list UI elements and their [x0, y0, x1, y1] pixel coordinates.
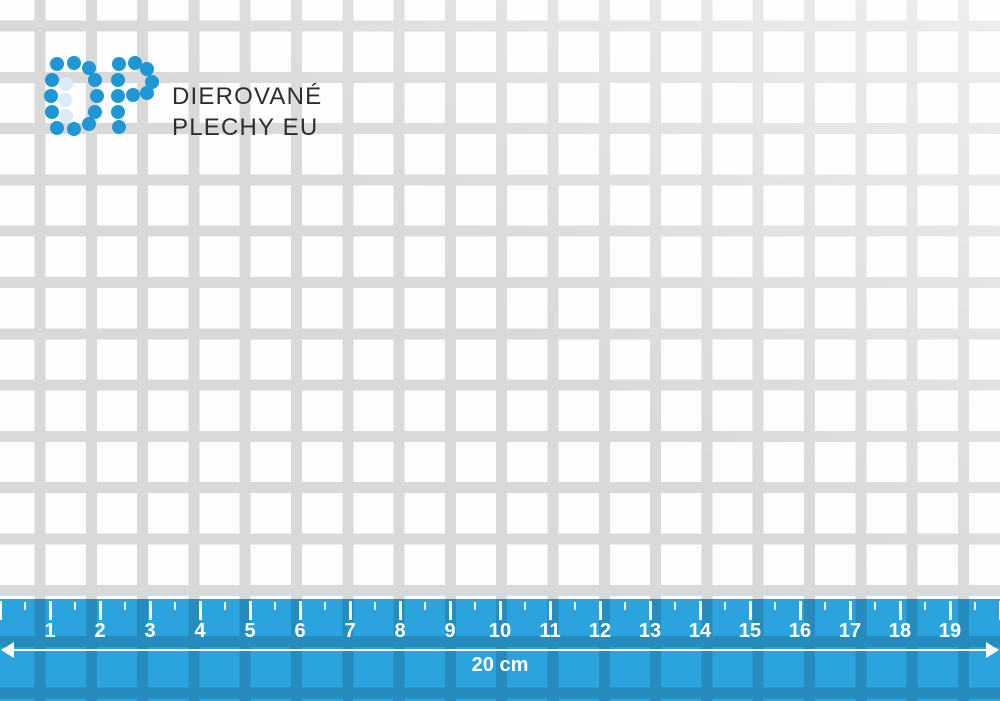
logo-dot [50, 121, 64, 135]
ruler-number: 12 [588, 620, 612, 642]
logo-dot [44, 89, 58, 103]
ruler-major-tick [598, 601, 602, 620]
ruler-number: 10 [488, 620, 512, 642]
ruler-minor-tick [524, 602, 526, 610]
ruler-major-tick [798, 601, 802, 620]
ruler-major-tick [548, 601, 552, 620]
ruler-minor-tick [424, 602, 426, 610]
ruler-minor-tick [324, 602, 326, 610]
ruler-minor-tick [374, 602, 376, 610]
ruler-minor-tick [224, 602, 226, 610]
logo-dot [126, 88, 140, 102]
ruler-major-tick [998, 601, 1000, 620]
ruler-major-tick [748, 601, 752, 620]
logo-dot [111, 89, 125, 103]
logo-dot [45, 73, 59, 87]
brand-name-line2: PLECHY EU [172, 114, 319, 141]
ruler-major-tick [398, 601, 402, 620]
ruler-number: 4 [194, 620, 206, 642]
ruler-major-tick [148, 601, 152, 620]
ruler-number: 6 [294, 620, 306, 642]
ruler-major-tick [0, 601, 2, 620]
ruler-major-tick [198, 601, 202, 620]
logo-dot [112, 57, 126, 71]
logo-dot [82, 61, 96, 75]
ruler-major-tick [448, 601, 452, 620]
ruler-number: 3 [144, 620, 156, 642]
ruler-major-tick [848, 601, 852, 620]
ruler-major-tick [298, 601, 302, 620]
ruler-major-tick [948, 601, 952, 620]
brand-logo: DIEROVANÉ PLECHY EU [0, 0, 400, 180]
ruler-number: 15 [738, 620, 762, 642]
ruler-minor-tick [824, 602, 826, 610]
ruler-number: 13 [638, 620, 662, 642]
ruler-major-tick [48, 601, 52, 620]
logo-ghost-dot [58, 93, 72, 107]
ruler-major-tick [648, 601, 652, 620]
ruler-minor-tick [724, 602, 726, 610]
total-width-label: 20 cm [471, 654, 529, 676]
brand-name-line1: DIEROVANÉ [172, 83, 323, 110]
ruler-minor-tick [924, 602, 926, 610]
logo-dot [140, 62, 154, 76]
logo-dot [90, 89, 104, 103]
logo-dot [111, 73, 125, 87]
ruler-minor-tick [24, 602, 26, 610]
ruler-major-tick [698, 601, 702, 620]
ruler-number: 16 [788, 620, 812, 642]
ruler-minor-tick [474, 602, 476, 610]
ruler-number: 9 [444, 620, 456, 642]
ruler-number: 19 [938, 620, 962, 642]
ruler-minor-tick [124, 602, 126, 610]
arrow-left-head-icon [1, 642, 14, 658]
arrow-right-head-icon [986, 642, 999, 658]
ruler-major-tick [98, 601, 102, 620]
ruler-number: 5 [244, 620, 256, 642]
ruler-minor-tick [674, 602, 676, 610]
brand-name: DIEROVANÉ PLECHY EU [172, 81, 322, 143]
ruler-number: 2 [94, 620, 106, 642]
logo-ghost-dot [59, 109, 73, 123]
logo-dot [112, 120, 126, 134]
ruler-minor-tick [574, 602, 576, 610]
ruler-minor-tick [174, 602, 176, 610]
ruler-number: 17 [838, 620, 862, 642]
ruler-minor-tick [74, 602, 76, 610]
ruler-minor-tick [774, 602, 776, 610]
logo-dot [67, 56, 81, 70]
logo-dot [140, 86, 154, 100]
measuring-ruler: 1 2 3 4 5 6 7 8 9 10 11 12 13 14 15 16 17 18 19 20 cm [0, 599, 1000, 701]
logo-dot [88, 105, 102, 119]
ruler-major-tick [898, 601, 902, 620]
ruler-number: 11 [539, 620, 561, 642]
ruler-number: 8 [394, 620, 406, 642]
logo-dot [67, 122, 81, 136]
ruler-minor-tick [624, 602, 626, 610]
logo-dot [111, 105, 125, 119]
ruler-major-tick [248, 601, 252, 620]
logo-ghost-dot [59, 77, 73, 91]
logo-dot [88, 73, 102, 87]
ruler-number: 7 [344, 620, 356, 642]
ruler-major-tick [348, 601, 352, 620]
ruler-number: 18 [888, 620, 912, 642]
ruler-number: 1 [44, 620, 56, 642]
logo-dot [50, 57, 64, 71]
ruler-number: 14 [688, 620, 712, 642]
ruler-minor-tick [874, 602, 876, 610]
ruler-major-tick [498, 601, 502, 620]
logo-dot [128, 56, 142, 70]
ruler-minor-tick [974, 602, 976, 610]
dimension-arrow-line [1, 642, 999, 658]
logo-dot [145, 75, 159, 89]
logo-dot [45, 105, 59, 119]
logo-dot [82, 117, 96, 131]
ruler-minor-tick [274, 602, 276, 610]
